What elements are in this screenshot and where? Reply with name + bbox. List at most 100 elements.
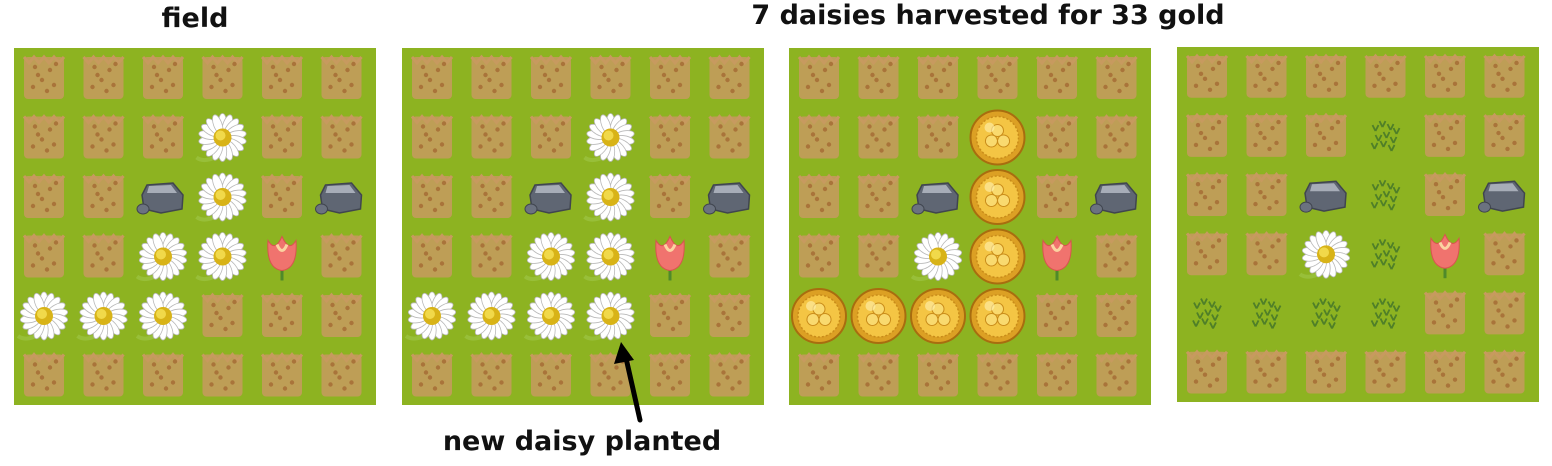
- daisy-icon[interactable]: [523, 232, 576, 282]
- soil-icon[interactable]: [260, 114, 304, 159]
- daisy-icon[interactable]: [910, 232, 963, 282]
- soil-icon[interactable]: [1095, 233, 1138, 278]
- rock-icon[interactable]: [1090, 182, 1138, 215]
- soil-icon[interactable]: [648, 292, 692, 337]
- tulip-icon[interactable]: [655, 235, 685, 281]
- soil-icon[interactable]: [320, 233, 363, 278]
- soil-icon[interactable]: [82, 114, 125, 159]
- tulip-icon[interactable]: [267, 235, 297, 281]
- soil-icon[interactable]: [201, 352, 244, 397]
- soil-icon[interactable]: [1483, 290, 1526, 335]
- soil-icon[interactable]: [1035, 173, 1079, 218]
- soil-icon[interactable]: [320, 54, 363, 99]
- tulip-icon[interactable]: [1430, 233, 1460, 279]
- soil-icon[interactable]: [1245, 349, 1288, 394]
- sprout-icon[interactable]: [1192, 298, 1222, 329]
- soil-icon[interactable]: [82, 233, 125, 278]
- daisy-icon[interactable]: [16, 291, 69, 341]
- soil-icon[interactable]: [82, 352, 125, 397]
- tulip-icon[interactable]: [1042, 235, 1072, 281]
- rock-icon[interactable]: [524, 182, 572, 215]
- soil-icon[interactable]: [141, 54, 185, 99]
- soil-icon[interactable]: [1304, 53, 1348, 98]
- soil-icon[interactable]: [916, 54, 960, 99]
- soil-icon[interactable]: [857, 233, 900, 278]
- soil-icon[interactable]: [529, 54, 573, 99]
- soil-icon[interactable]: [470, 173, 513, 218]
- soil-icon[interactable]: [1245, 112, 1288, 157]
- daisy-icon[interactable]: [404, 291, 457, 341]
- soil-icon[interactable]: [1035, 292, 1079, 337]
- soil-icon[interactable]: [589, 54, 632, 99]
- gold-coin-icon[interactable]: [969, 288, 1026, 344]
- soil-icon[interactable]: [320, 292, 363, 337]
- sprout-icon[interactable]: [1251, 298, 1282, 329]
- soil-icon[interactable]: [1304, 349, 1348, 394]
- soil-icon[interactable]: [410, 114, 454, 159]
- soil-icon[interactable]: [1245, 53, 1288, 98]
- daisy-icon[interactable]: [135, 232, 188, 282]
- rock-icon[interactable]: [315, 182, 363, 215]
- soil-icon[interactable]: [410, 352, 454, 397]
- soil-icon[interactable]: [708, 114, 751, 159]
- daisy-icon[interactable]: [583, 113, 635, 163]
- soil-icon[interactable]: [470, 54, 513, 99]
- soil-icon[interactable]: [708, 352, 751, 397]
- soil-icon[interactable]: [1423, 290, 1467, 335]
- soil-icon[interactable]: [857, 114, 900, 159]
- soil-icon[interactable]: [1364, 53, 1407, 98]
- soil-icon[interactable]: [82, 54, 125, 99]
- soil-icon[interactable]: [1423, 349, 1467, 394]
- soil-icon[interactable]: [1423, 112, 1467, 157]
- soil-icon[interactable]: [141, 352, 185, 397]
- soil-icon[interactable]: [708, 233, 751, 278]
- soil-icon[interactable]: [1095, 54, 1138, 99]
- soil-icon[interactable]: [141, 114, 185, 159]
- daisy-icon[interactable]: [523, 291, 576, 341]
- daisy-icon[interactable]: [195, 172, 247, 222]
- soil-icon[interactable]: [1304, 112, 1348, 157]
- soil-icon[interactable]: [797, 233, 841, 278]
- soil-icon[interactable]: [708, 54, 751, 99]
- soil-icon[interactable]: [260, 54, 304, 99]
- soil-icon[interactable]: [1483, 231, 1526, 276]
- soil-icon[interactable]: [648, 114, 692, 159]
- soil-icon[interactable]: [1035, 352, 1079, 397]
- soil-icon[interactable]: [648, 173, 692, 218]
- soil-icon[interactable]: [260, 173, 304, 218]
- soil-icon[interactable]: [857, 173, 900, 218]
- sprout-icon[interactable]: [1370, 120, 1401, 152]
- soil-icon[interactable]: [201, 54, 244, 99]
- soil-icon[interactable]: [797, 54, 841, 99]
- soil-icon[interactable]: [916, 114, 960, 159]
- daisy-icon[interactable]: [1298, 230, 1351, 279]
- soil-icon[interactable]: [708, 292, 751, 337]
- soil-icon[interactable]: [1185, 112, 1229, 157]
- soil-icon[interactable]: [470, 114, 513, 159]
- gold-coin-icon[interactable]: [969, 228, 1026, 285]
- soil-icon[interactable]: [1185, 171, 1229, 217]
- soil-icon[interactable]: [1483, 53, 1526, 98]
- soil-icon[interactable]: [260, 292, 304, 337]
- soil-icon[interactable]: [857, 54, 900, 99]
- soil-icon[interactable]: [1423, 53, 1467, 98]
- soil-icon[interactable]: [1035, 114, 1079, 159]
- soil-icon[interactable]: [410, 233, 454, 278]
- rock-icon[interactable]: [1478, 180, 1526, 213]
- soil-icon[interactable]: [22, 233, 66, 278]
- soil-icon[interactable]: [201, 292, 244, 337]
- sprout-icon[interactable]: [1370, 298, 1401, 329]
- gold-coin-icon[interactable]: [969, 109, 1026, 166]
- sprout-icon[interactable]: [1311, 298, 1341, 329]
- soil-icon[interactable]: [529, 352, 573, 397]
- gold-coin-icon[interactable]: [969, 169, 1026, 225]
- soil-icon[interactable]: [22, 54, 66, 99]
- soil-icon[interactable]: [976, 352, 1019, 397]
- gold-coin-icon[interactable]: [791, 288, 847, 344]
- soil-icon[interactable]: [22, 114, 66, 159]
- soil-icon[interactable]: [797, 352, 841, 397]
- gold-coin-icon[interactable]: [910, 288, 966, 344]
- soil-icon[interactable]: [22, 352, 66, 397]
- rock-icon[interactable]: [1299, 180, 1347, 213]
- soil-icon[interactable]: [1245, 171, 1288, 217]
